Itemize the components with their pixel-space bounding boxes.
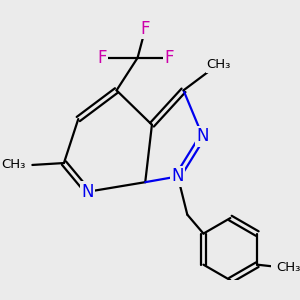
Text: CH₃: CH₃ bbox=[207, 58, 231, 71]
Text: N: N bbox=[82, 183, 94, 201]
Text: CH₃: CH₃ bbox=[276, 261, 300, 274]
Text: CH₃: CH₃ bbox=[1, 158, 25, 172]
Text: N: N bbox=[172, 167, 184, 185]
Text: F: F bbox=[164, 49, 174, 67]
Text: F: F bbox=[140, 20, 150, 38]
Text: N: N bbox=[196, 127, 209, 145]
Text: F: F bbox=[98, 49, 107, 67]
